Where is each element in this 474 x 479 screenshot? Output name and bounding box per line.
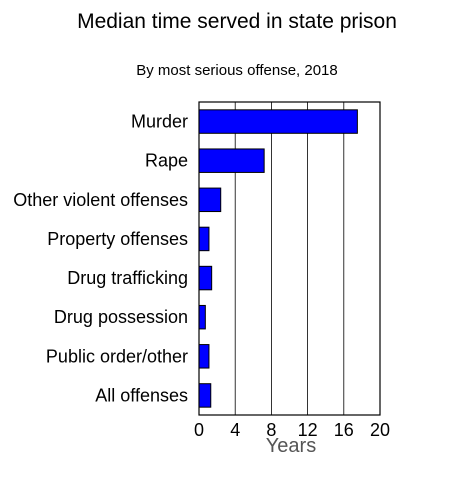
- x-tick-labels: 0 4 8 12 16 20: [194, 420, 390, 440]
- x-tick-label: 20: [370, 420, 390, 440]
- bar: [198, 304, 206, 330]
- category-label: Property offenses: [47, 229, 188, 249]
- category-label: Drug trafficking: [67, 268, 188, 288]
- plot-frame: [198, 101, 381, 416]
- bar: [198, 265, 213, 291]
- bars-group: [198, 109, 358, 408]
- x-tick-label: 12: [298, 420, 318, 440]
- chart-subtitle: By most serious offense, 2018: [136, 62, 338, 79]
- category-label: Drug possession: [54, 307, 188, 327]
- x-tick-label: 16: [334, 420, 354, 440]
- chart-title: Median time served in state prison: [77, 10, 397, 33]
- grid-lines: [234, 102, 345, 415]
- category-label: All offenses: [95, 385, 188, 405]
- bar: [198, 226, 210, 252]
- bar: [198, 187, 222, 213]
- x-axis-label: Years: [266, 435, 316, 457]
- category-label: Other violent offenses: [13, 190, 188, 210]
- x-tick-label: 8: [266, 420, 276, 440]
- x-tick-label: 0: [194, 420, 204, 440]
- category-label: Murder: [131, 112, 188, 132]
- category-label: Public order/other: [46, 346, 188, 366]
- category-label: Rape: [145, 151, 188, 171]
- category-labels: Murder Rape Other violent offenses Property…: [13, 112, 188, 406]
- bar: [198, 109, 358, 134]
- x-tick-label: 4: [230, 420, 240, 440]
- bar: [198, 148, 265, 173]
- bar: [198, 344, 210, 369]
- bar: [198, 383, 212, 408]
